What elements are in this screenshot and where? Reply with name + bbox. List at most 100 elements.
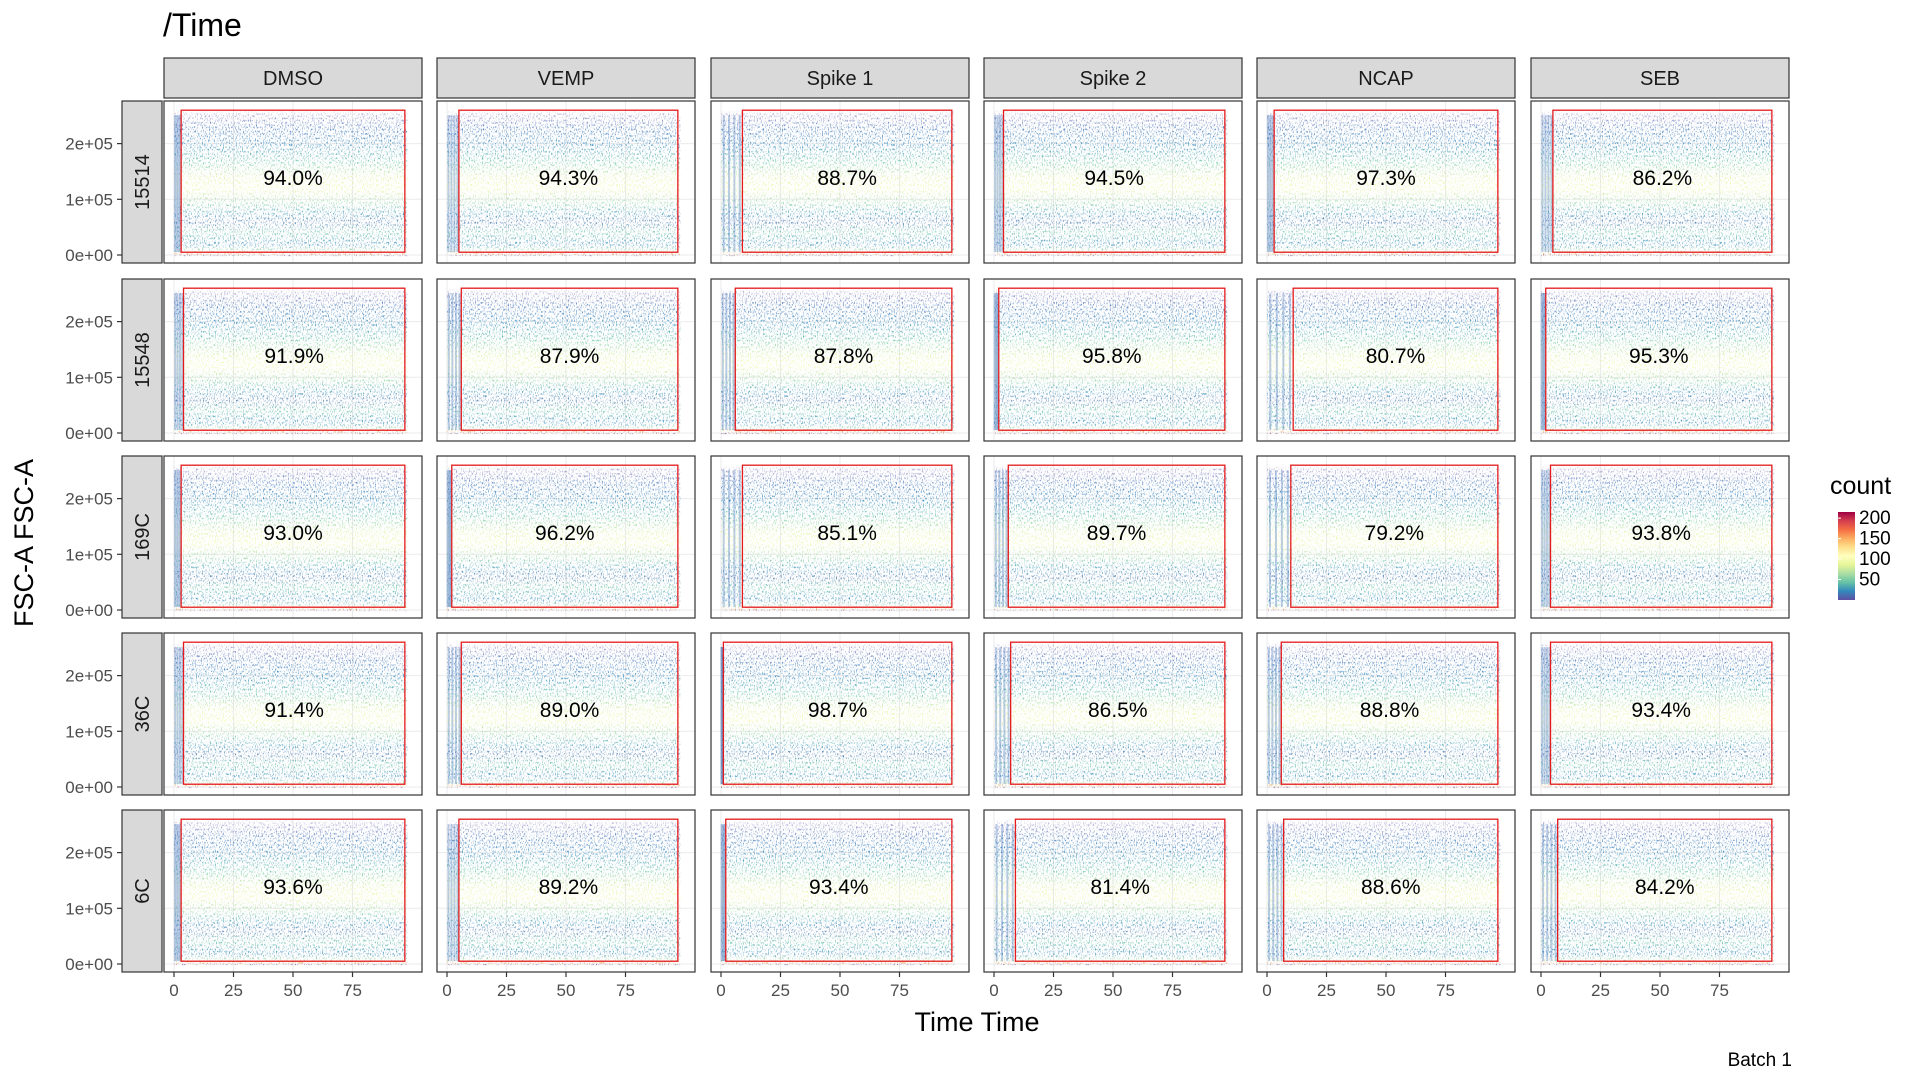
y-tick-label: 0e+00 [65, 601, 113, 620]
gate-rectangle [1273, 109, 1499, 253]
y-tick-label: 2e+05 [65, 667, 113, 686]
panel: 88.7% [710, 100, 970, 264]
caption: Batch 1 [1728, 1050, 1792, 1071]
gate-rectangle [1292, 287, 1499, 431]
y-axis: 0e+00 1e+05 2e+05 0e+00 1e+05 2e+05 0e+00 1e+05… [65, 135, 122, 974]
panel-border [436, 455, 696, 619]
panels: 94.0% 94.3% 88.7% 94.5% 97.3% 86.2% 91.9% 87.9%… [163, 100, 1790, 973]
x-tick-label: 25 [1591, 981, 1610, 1000]
panel: 93.0% [163, 455, 423, 619]
density-cloud [1541, 109, 1775, 257]
density-cloud [1541, 287, 1775, 435]
gate-rectangle [180, 818, 406, 962]
gate-rectangle [741, 464, 953, 608]
panel: 95.8% [983, 278, 1243, 442]
panel-border [163, 278, 423, 442]
y-tick-label: 1e+05 [65, 545, 113, 564]
y-tick-label: 0e+00 [65, 955, 113, 974]
y-tick-label: 0e+00 [65, 246, 113, 265]
column-strip-label: NCAP [1358, 68, 1414, 90]
x-tick-label: 75 [343, 981, 362, 1000]
column-strip-label: DMSO [263, 68, 323, 90]
gate-rectangle [460, 641, 679, 785]
row-strip-label: 36C [132, 696, 154, 733]
x-tick-label: 0 [442, 981, 451, 1000]
x-tick-label: 50 [557, 981, 576, 1000]
column-strip-label: Spike 1 [807, 68, 874, 90]
panel-border [1530, 455, 1790, 619]
panel: 84.2% [1530, 809, 1790, 973]
x-tick-label: 0 [1262, 981, 1271, 1000]
panel-border [436, 632, 696, 796]
panel: 89.2% [436, 809, 696, 973]
panel-border [983, 632, 1243, 796]
gate-rectangle [725, 818, 953, 962]
panel: 91.4% [163, 632, 423, 796]
gate-rectangle [1007, 464, 1226, 608]
gate-rectangle [180, 464, 406, 608]
gate-percentage: 87.8% [814, 345, 874, 368]
gate-percentage: 89.2% [539, 876, 599, 899]
density-cloud [1541, 641, 1775, 789]
y-tick-label: 2e+05 [65, 135, 113, 154]
gate-percentage: 93.0% [263, 522, 323, 545]
gate-rectangle [1010, 641, 1226, 785]
density-cloud [1267, 464, 1501, 612]
density-cloud [447, 641, 681, 789]
panel: 88.6% [1256, 809, 1516, 973]
density-cloud [721, 641, 955, 789]
x-tick-label: 0 [1536, 981, 1545, 1000]
density-cloud [994, 287, 1228, 435]
density-cloud [1541, 818, 1775, 966]
density-cloud [174, 287, 408, 435]
gate-percentage: 89.0% [540, 699, 600, 722]
panel-border [1256, 100, 1516, 264]
y-tick-label: 2e+05 [65, 490, 113, 509]
density-cloud [174, 818, 408, 966]
gate-rectangle [460, 287, 679, 431]
gate-percentage: 93.4% [809, 876, 869, 899]
density-cloud [721, 818, 955, 966]
legend-tick-label: 200 [1859, 508, 1891, 529]
panel: 98.7% [710, 632, 970, 796]
legend-title: count [1830, 472, 1891, 500]
x-tick-label: 0 [989, 981, 998, 1000]
panel: 93.4% [1530, 632, 1790, 796]
x-axis: 0 25 50 75 0 25 50 75 0 25 50 75 0 25 50 75 0 25 50 75 0 25 50… [169, 972, 1729, 1000]
y-tick-label: 1e+05 [65, 899, 113, 918]
x-tick-label: 0 [716, 981, 725, 1000]
y-tick-label: 1e+05 [65, 190, 113, 209]
panel-border [1256, 455, 1516, 619]
gate-rectangle [1557, 818, 1773, 962]
column-strips: DMSO VEMP Spike 1 Spike 2 NCAP SEB [163, 57, 1790, 99]
panel: 97.3% [1256, 100, 1516, 264]
panel: 94.5% [983, 100, 1243, 264]
row-strip [121, 455, 163, 619]
y-tick-label: 1e+05 [65, 722, 113, 741]
panel: 80.7% [1256, 278, 1516, 442]
density-cloud [174, 109, 408, 257]
row-strip [121, 100, 163, 264]
gate-rectangle [1283, 818, 1499, 962]
x-tick-label: 50 [1104, 981, 1123, 1000]
density-cloud [447, 818, 681, 966]
panel: 93.6% [163, 809, 423, 973]
y-axis-title: FSC-A FSC-A [9, 459, 39, 627]
panel: 88.8% [1256, 632, 1516, 796]
row-strip [121, 809, 163, 973]
panel: 85.1% [710, 455, 970, 619]
panel: 79.2% [1256, 455, 1516, 619]
panel: 81.4% [983, 809, 1243, 973]
density-cloud [1267, 818, 1501, 966]
panel-border [983, 278, 1243, 442]
gate-percentage: 88.6% [1361, 876, 1421, 899]
gate-rectangle [1280, 641, 1499, 785]
gate-rectangle [1002, 109, 1226, 253]
density-cloud [721, 109, 955, 257]
column-strip-label: Spike 2 [1080, 68, 1147, 90]
column-strip [436, 57, 696, 99]
legend-tick-label: 100 [1859, 549, 1891, 570]
gate-percentage: 93.4% [1631, 699, 1691, 722]
panel-border [983, 100, 1243, 264]
